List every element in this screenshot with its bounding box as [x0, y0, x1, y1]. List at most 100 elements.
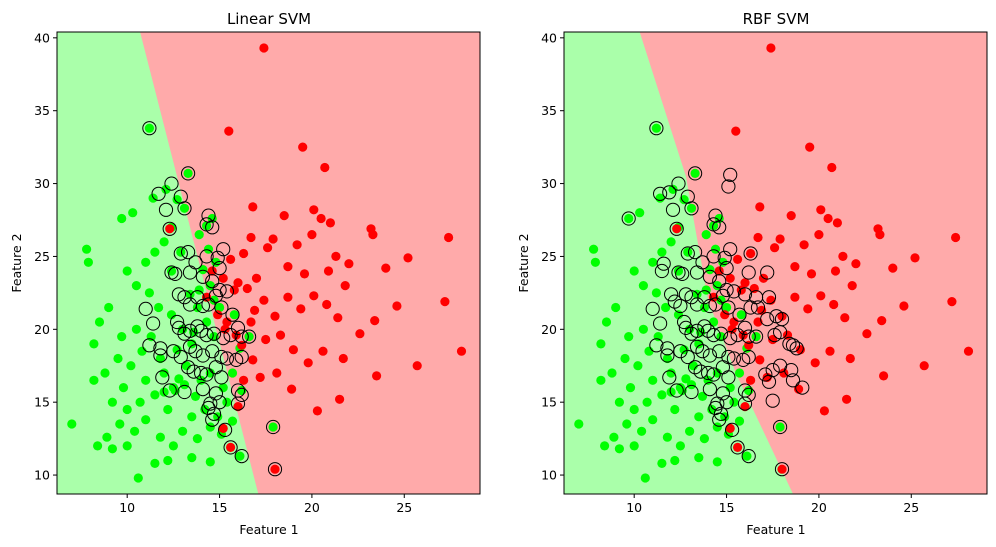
- decision-region-class0: [57, 32, 259, 494]
- support-vector-marker: [234, 329, 249, 344]
- data-point: [192, 302, 202, 313]
- data-point: [283, 262, 293, 272]
- data-point: [322, 299, 332, 310]
- data-point: [163, 455, 173, 466]
- data-point: [731, 126, 741, 136]
- data-point: [179, 203, 190, 213]
- data-point: [165, 224, 175, 234]
- support-vector-marker: [713, 326, 729, 341]
- support-vector-marker: [789, 341, 804, 356]
- data-point: [268, 422, 278, 432]
- data-point: [172, 195, 182, 205]
- support-vector-marker: [673, 344, 688, 359]
- support-vector-marker: [725, 422, 740, 437]
- data-point: [629, 266, 639, 276]
- data-point: [635, 208, 645, 218]
- support-vector-marker: [158, 202, 174, 217]
- y-tick-label: 25: [541, 249, 557, 264]
- data-point: [805, 142, 815, 152]
- support-vector-marker: [177, 201, 192, 216]
- data-point: [246, 232, 256, 243]
- data-point: [166, 266, 177, 276]
- data-point: [596, 339, 606, 349]
- support-vector-marker: [199, 217, 214, 232]
- data-point: [141, 415, 151, 425]
- data-point: [183, 168, 193, 178]
- data-point: [694, 453, 704, 463]
- y-tick-label: 15: [541, 395, 557, 410]
- support-vector-marker: [216, 331, 231, 346]
- data-point: [633, 361, 643, 371]
- data-point: [666, 237, 676, 247]
- support-vector-marker: [218, 422, 233, 437]
- data-point: [755, 355, 765, 365]
- data-point: [709, 221, 719, 231]
- support-vector-marker: [181, 245, 196, 260]
- data-point: [227, 368, 238, 378]
- data-point: [179, 380, 190, 390]
- support-vector-marker: [181, 166, 196, 181]
- x-tick-label: 15: [212, 500, 228, 515]
- data-point: [679, 195, 689, 205]
- data-point: [766, 43, 776, 53]
- data-point: [381, 263, 391, 273]
- data-point: [331, 251, 341, 261]
- support-vector-marker: [142, 338, 157, 353]
- data-point: [722, 302, 732, 313]
- data-point: [670, 404, 680, 415]
- support-vector-marker: [225, 307, 240, 322]
- data-point: [690, 168, 700, 178]
- data-point: [794, 384, 804, 394]
- support-vector-marker: [669, 383, 684, 398]
- data-point: [712, 457, 722, 467]
- data-point: [355, 329, 365, 339]
- support-vector-marker: [142, 121, 157, 136]
- data-point: [335, 394, 345, 404]
- data-point: [166, 310, 177, 320]
- support-vector-marker: [702, 298, 718, 314]
- data-point: [233, 402, 243, 412]
- data-point: [259, 43, 269, 53]
- data-point: [899, 301, 909, 311]
- data-point: [163, 404, 173, 415]
- support-vector-marker: [182, 339, 198, 354]
- data-point: [814, 230, 824, 240]
- data-point: [825, 346, 835, 356]
- y-tick-label: 30: [541, 176, 557, 191]
- support-vector-marker: [664, 287, 679, 302]
- support-vector-marker: [784, 363, 799, 378]
- support-vector-marker: [195, 269, 210, 284]
- support-vector-marker: [653, 316, 668, 331]
- data-point: [685, 426, 695, 436]
- data-point: [137, 346, 147, 356]
- support-vector-marker: [743, 300, 758, 315]
- data-point: [176, 247, 186, 257]
- data-point: [272, 368, 282, 378]
- data-points: [574, 43, 974, 483]
- data-point: [827, 162, 837, 173]
- support-vector-marker: [153, 348, 168, 363]
- support-vector-marker: [212, 395, 227, 410]
- data-point: [117, 213, 127, 224]
- support-vector-marker: [741, 329, 756, 344]
- data-point: [725, 423, 735, 433]
- support-vector-marker: [177, 384, 192, 400]
- support-vector-marker: [146, 316, 161, 331]
- y-tick-label: 40: [34, 30, 50, 45]
- data-point: [200, 404, 210, 415]
- data-point: [251, 273, 262, 283]
- y-tick-label: 35: [34, 103, 50, 118]
- support-vector-marker: [205, 412, 220, 427]
- data-point: [637, 426, 647, 436]
- data-point: [770, 243, 780, 253]
- data-point: [734, 368, 745, 378]
- data-point: [947, 297, 957, 307]
- data-point: [89, 339, 99, 349]
- data-point: [701, 230, 711, 240]
- data-point: [261, 334, 271, 345]
- data-point: [456, 346, 467, 356]
- data-point: [746, 248, 756, 259]
- support-vector-marker: [660, 348, 675, 363]
- data-point: [128, 208, 138, 218]
- data-point: [842, 394, 852, 404]
